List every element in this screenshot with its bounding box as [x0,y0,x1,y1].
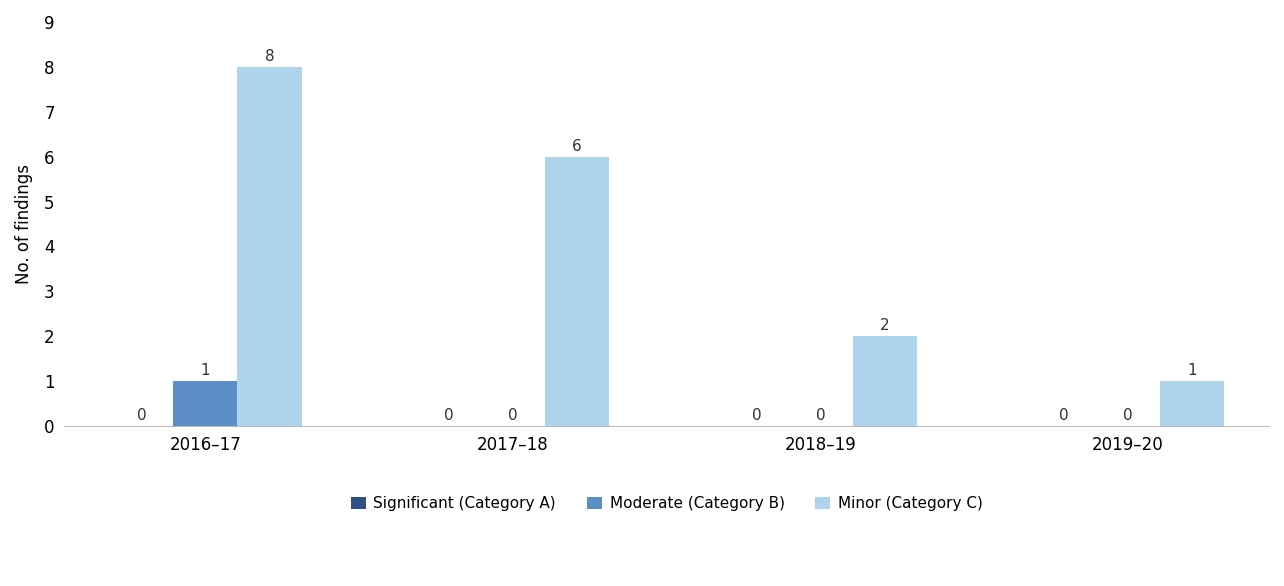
Bar [853,336,917,426]
Bar [238,67,302,426]
Text: 0: 0 [444,408,453,423]
Bar [173,381,238,426]
Text: 0: 0 [508,408,517,423]
Bar [544,156,609,426]
Y-axis label: No. of findings: No. of findings [15,164,33,284]
Text: 0: 0 [1124,408,1132,423]
Text: 1: 1 [200,363,211,378]
Text: 1: 1 [1188,363,1197,378]
Text: 2: 2 [880,318,890,333]
Text: 0: 0 [751,408,761,423]
Text: 8: 8 [265,49,275,64]
Text: 0: 0 [1059,408,1068,423]
Legend: Significant (Category A), Moderate (Category B), Minor (Category C): Significant (Category A), Moderate (Cate… [344,490,989,517]
Text: 6: 6 [573,138,582,154]
Text: 0: 0 [136,408,146,423]
Bar [1159,381,1224,426]
Text: 0: 0 [815,408,826,423]
